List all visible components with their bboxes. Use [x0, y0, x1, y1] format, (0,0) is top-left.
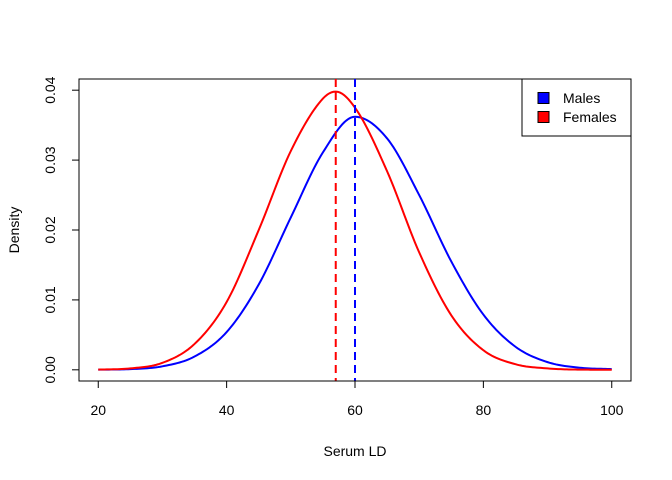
y-tick-label: 0.04 [42, 76, 58, 103]
legend: Males Females [521, 78, 632, 137]
x-axis-label: Serum LD [323, 443, 386, 459]
mean-lines-layer [334, 79, 356, 381]
x-axis: 20 40 60 80 100 [90, 380, 624, 418]
x-tick-label: 100 [600, 402, 624, 418]
y-tick-label: 0.01 [42, 286, 58, 313]
y-tick-label: 0.03 [42, 146, 58, 173]
legend-swatch-males [537, 92, 550, 104]
y-axis-label: Density [6, 207, 22, 254]
legend-box [521, 78, 632, 137]
y-axis: 0.00 0.01 0.02 0.03 0.04 [42, 76, 80, 383]
x-tick-label: 40 [219, 402, 235, 418]
x-tick-label: 80 [476, 402, 492, 418]
legend-label-males: Males [563, 90, 600, 106]
x-tick-label: 60 [347, 402, 363, 418]
legend-swatch-females [537, 111, 550, 123]
legend-label-females: Females [563, 109, 617, 125]
y-tick-label: 0.00 [42, 356, 58, 383]
x-tick-label: 20 [90, 402, 106, 418]
series-line-males [98, 115, 612, 371]
y-tick-label: 0.02 [42, 216, 58, 243]
